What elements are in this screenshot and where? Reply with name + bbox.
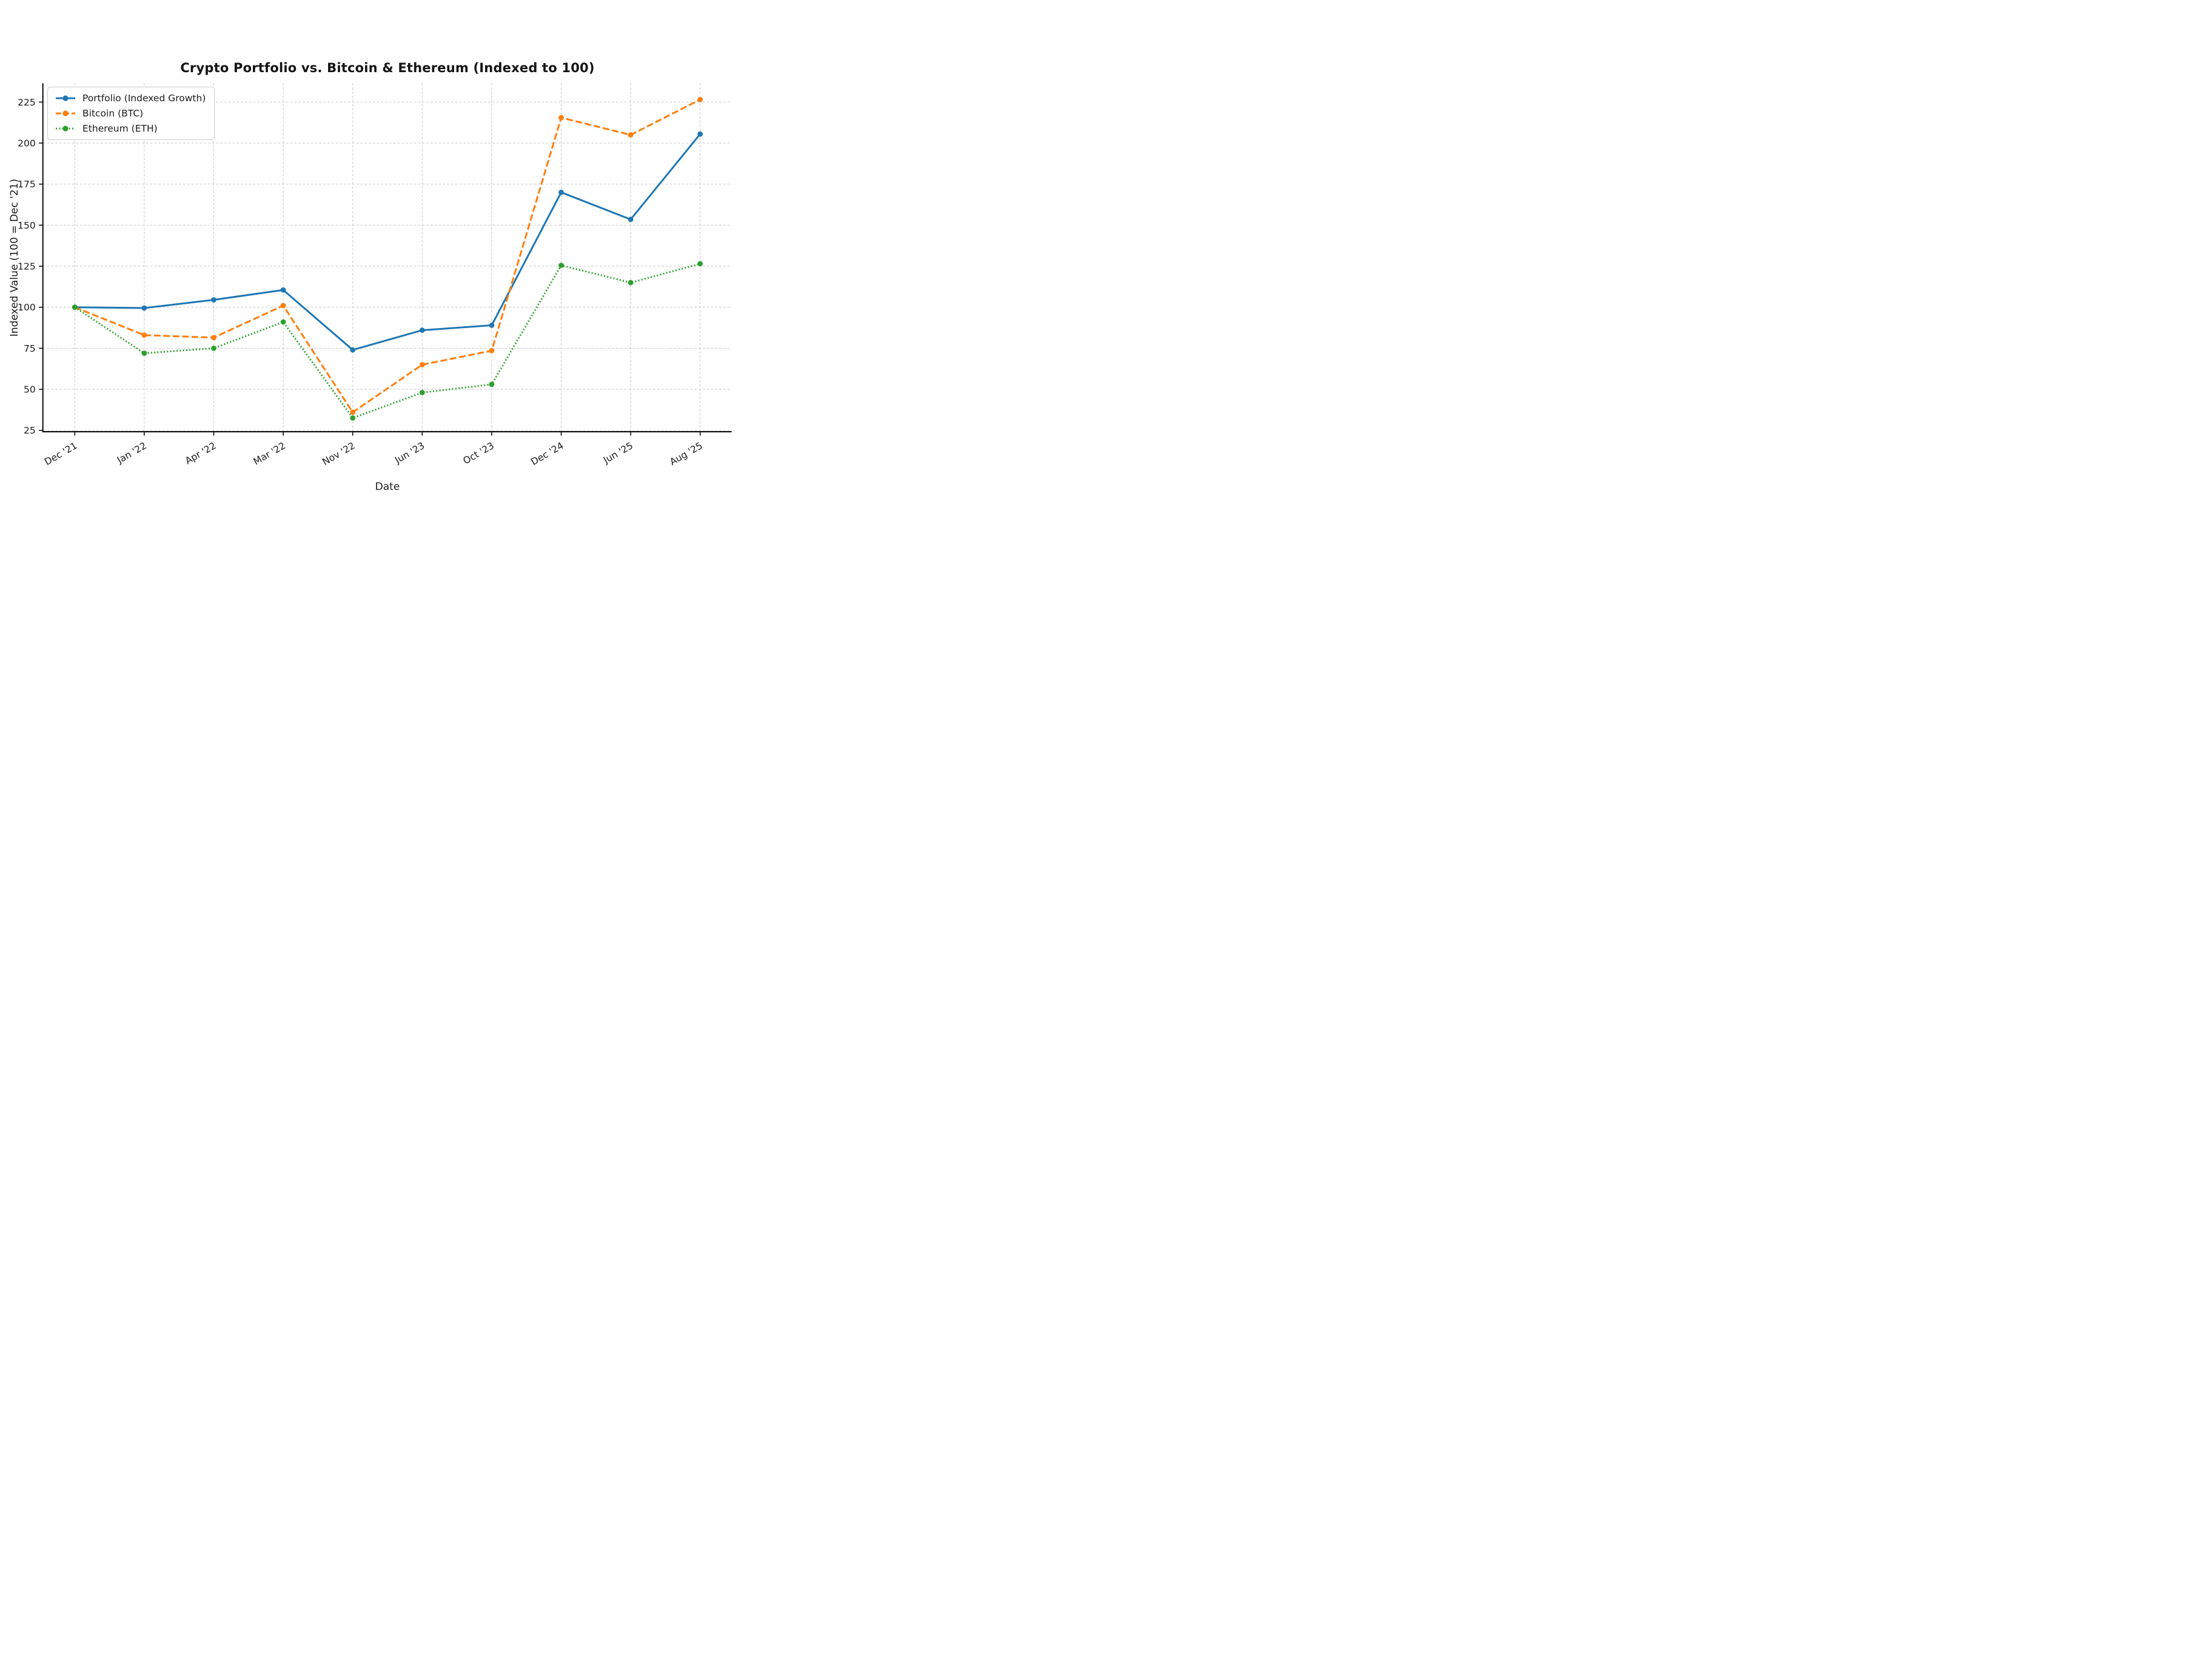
data-point [141, 350, 147, 356]
x-tick-label: Jun '23 [392, 440, 426, 466]
data-point [211, 335, 216, 341]
data-point [419, 390, 425, 395]
x-tick-label: Jun '25 [601, 440, 635, 466]
legend: Portfolio (Indexed Growth) Bitcoin (BTC)… [47, 87, 215, 140]
data-point [489, 348, 495, 354]
data-point [558, 189, 564, 195]
data-point [280, 319, 286, 325]
data-point [489, 381, 495, 387]
legend-sample-bitcoin-line [56, 110, 75, 116]
series-markers-0 [72, 131, 703, 353]
data-point [419, 327, 425, 333]
data-point [350, 347, 356, 353]
legend-sample-ethereum-line [56, 126, 75, 132]
series-markers-1 [72, 96, 703, 415]
y-tick-label: 225 [18, 97, 36, 108]
chart-title: Crypto Portfolio vs. Bitcoin & Ethereum … [180, 61, 595, 75]
legend-label-portfolio: Portfolio (Indexed Growth) [82, 93, 206, 104]
data-point [558, 115, 564, 121]
data-point [697, 96, 703, 102]
axes-spines [42, 83, 732, 432]
data-point [350, 415, 356, 421]
x-tick-label: Dec '21 [42, 440, 79, 468]
data-point [350, 409, 356, 415]
x-tick-label: Nov '22 [320, 440, 357, 468]
data-point [280, 303, 286, 309]
gridlines [42, 83, 732, 432]
x-tick-label: Aug '25 [668, 440, 704, 468]
x-tick-label: Jan '22 [115, 440, 149, 466]
series-markers-2 [72, 261, 703, 421]
chart-figure: Crypto Portfolio vs. Bitcoin & Ethereum … [0, 0, 737, 553]
plot-area: 25 50 75 100 125 150 175 200 225 Dec '21 Jan '22 Ap… [18, 83, 732, 468]
x-tick-label: Oct '23 [461, 440, 496, 466]
data-point [280, 287, 286, 293]
x-axis-label: Date [375, 481, 400, 493]
y-tick-label: 100 [18, 302, 36, 313]
data-point [628, 132, 634, 138]
legend-item-ethereum: Ethereum (ETH) [55, 123, 206, 134]
data-point [141, 305, 147, 311]
x-tick-label: Apr '22 [183, 440, 218, 466]
y-axis-label: Indexed Value (100 = Dec '21) [8, 178, 21, 337]
data-point [628, 280, 634, 286]
y-tick-label: 200 [18, 138, 36, 149]
data-point [558, 263, 564, 269]
series-line-1 [74, 98, 701, 414]
y-tick-label: 175 [18, 179, 36, 190]
y-tick-label: 50 [24, 384, 36, 395]
legend-item-portfolio: Portfolio (Indexed Growth) [55, 93, 206, 104]
tick-marks [39, 101, 701, 436]
y-tick-label: 75 [24, 343, 36, 354]
data-point [628, 216, 634, 223]
data-point [211, 345, 216, 351]
legend-sample-portfolio-line [56, 95, 75, 101]
data-point [211, 297, 216, 303]
legend-item-bitcoin: Bitcoin (BTC) [55, 108, 206, 119]
legend-label-ethereum: Ethereum (ETH) [82, 123, 158, 134]
x-tick-label: Dec '24 [529, 440, 565, 468]
data-point [419, 362, 425, 367]
legend-label-bitcoin: Bitcoin (BTC) [82, 108, 144, 119]
series-line-0 [73, 133, 702, 351]
data-point [72, 304, 78, 310]
data-point [141, 332, 147, 338]
series-line-2 [74, 263, 701, 419]
data-point [489, 323, 495, 328]
data-point [697, 131, 703, 137]
y-tick-label: 150 [18, 220, 36, 231]
y-tick-label: 125 [18, 261, 36, 272]
x-tick-label: Mar '22 [252, 440, 287, 468]
data-point [697, 261, 703, 267]
y-tick-label: 25 [24, 425, 36, 436]
